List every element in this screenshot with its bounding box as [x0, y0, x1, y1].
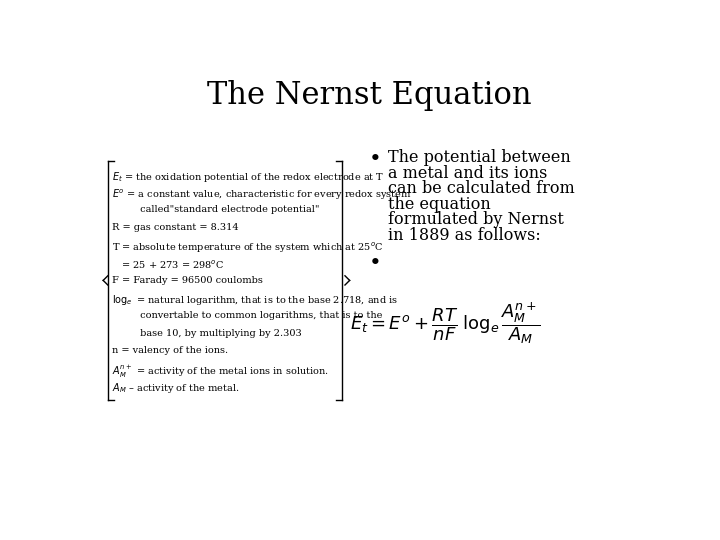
Text: $\log_e$ = natural logarithm, that is to the base 2.718, and is: $\log_e$ = natural logarithm, that is to… — [112, 293, 399, 307]
Text: called"standard electrode potential": called"standard electrode potential" — [112, 205, 320, 214]
Text: T = absolute temperature of the system which at 25$^o$C: T = absolute temperature of the system w… — [112, 241, 384, 255]
Text: $E_t = E^o + \dfrac{RT}{nF}\;\log_e\dfrac{A_M^{n+}}{A_M}$: $E_t = E^o + \dfrac{RT}{nF}\;\log_e\dfra… — [350, 300, 541, 346]
Text: $A_M$ – activity of the metal.: $A_M$ – activity of the metal. — [112, 381, 240, 395]
Text: can be calculated from: can be calculated from — [388, 180, 575, 197]
Text: F = Farady = 96500 coulombs: F = Farady = 96500 coulombs — [112, 276, 264, 285]
Text: formulated by Nernst: formulated by Nernst — [388, 211, 564, 228]
Text: The Nernst Equation: The Nernst Equation — [207, 80, 531, 111]
Text: = 25 + 273 = 298$^o$C: = 25 + 273 = 298$^o$C — [112, 258, 225, 271]
Text: a metal and its ions: a metal and its ions — [388, 165, 548, 182]
Text: The potential between: The potential between — [388, 150, 571, 166]
Text: n = valency of the ions.: n = valency of the ions. — [112, 346, 229, 355]
Text: convertable to common logarithms, that is to the: convertable to common logarithms, that i… — [112, 311, 383, 320]
Text: R = gas constant = 8.314: R = gas constant = 8.314 — [112, 223, 239, 232]
Text: $E_t$ = the oxidation potential of the redox electrode at T: $E_t$ = the oxidation potential of the r… — [112, 170, 384, 184]
Text: $E^o$ = a constant value, characteristic for every redox system: $E^o$ = a constant value, characteristic… — [112, 188, 412, 202]
Text: •: • — [369, 253, 382, 273]
Text: the equation: the equation — [388, 195, 491, 213]
Text: in 1889 as follows:: in 1889 as follows: — [388, 226, 541, 244]
Text: $A_M^{n+}$ = activity of the metal ions in solution.: $A_M^{n+}$ = activity of the metal ions … — [112, 364, 329, 380]
Text: base 10, by multiplying by 2.303: base 10, by multiplying by 2.303 — [112, 328, 302, 338]
Text: •: • — [369, 150, 382, 170]
